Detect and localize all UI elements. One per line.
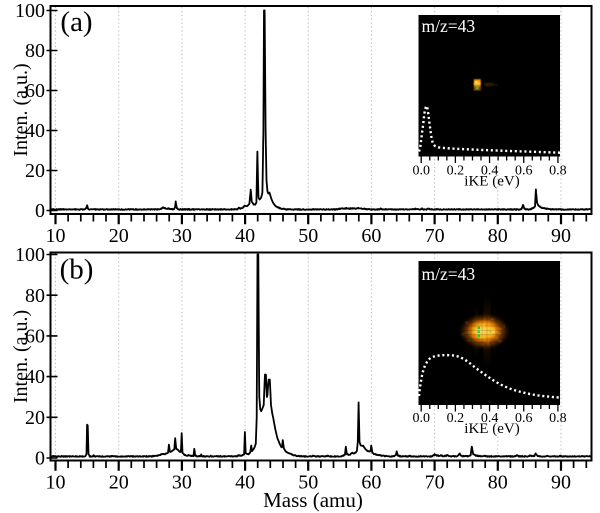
svg-text:20: 20 [109,225,129,247]
svg-text:0: 0 [35,200,45,222]
svg-text:Inten. (a.u.): Inten. (a.u.) [10,310,32,403]
svg-text:m/z=43: m/z=43 [422,264,476,284]
svg-text:0.4: 0.4 [481,411,499,426]
svg-text:0.4: 0.4 [481,164,499,179]
svg-text:iKE (eV): iKE (eV) [464,174,519,190]
svg-text:50: 50 [298,225,318,247]
svg-text:80: 80 [488,225,508,247]
svg-text:0.8: 0.8 [549,411,567,426]
svg-text:100: 100 [15,0,45,22]
svg-text:70: 70 [425,472,445,494]
svg-text:60: 60 [361,225,381,247]
svg-text:90: 90 [551,225,571,247]
svg-text:10: 10 [46,225,66,247]
svg-text:40: 40 [25,120,45,142]
svg-text:40: 40 [25,366,45,388]
svg-text:0.6: 0.6 [515,411,533,426]
svg-text:0.0: 0.0 [412,411,430,426]
svg-text:80: 80 [25,40,45,62]
svg-text:40: 40 [235,225,255,247]
svg-text:0.2: 0.2 [447,411,465,426]
svg-text:0.0: 0.0 [412,164,430,179]
svg-text:0.2: 0.2 [447,164,465,179]
svg-text:20: 20 [25,160,45,182]
svg-text:20: 20 [25,407,45,429]
svg-text:0: 0 [35,448,45,470]
svg-text:60: 60 [25,326,45,348]
svg-text:iKE (eV): iKE (eV) [464,421,519,437]
svg-text:10: 10 [46,472,66,494]
svg-text:20: 20 [109,472,129,494]
svg-text:m/z=43: m/z=43 [422,16,476,36]
svg-text:90: 90 [551,472,571,494]
svg-text:Inten. (a.u.): Inten. (a.u.) [10,63,32,156]
svg-text:30: 30 [172,225,192,247]
svg-text:(a): (a) [60,6,92,38]
svg-text:50: 50 [298,472,318,494]
svg-text:(b): (b) [60,254,94,286]
svg-text:60: 60 [361,472,381,494]
svg-text:80: 80 [488,472,508,494]
svg-text:30: 30 [172,472,192,494]
svg-text:40: 40 [235,472,255,494]
svg-text:Mass (amu): Mass (amu) [263,488,363,512]
svg-text:70: 70 [425,225,445,247]
svg-text:80: 80 [25,285,45,307]
svg-text:0.6: 0.6 [515,164,533,179]
svg-text:60: 60 [25,80,45,102]
svg-text:0.8: 0.8 [549,164,567,179]
svg-text:100: 100 [15,244,45,266]
